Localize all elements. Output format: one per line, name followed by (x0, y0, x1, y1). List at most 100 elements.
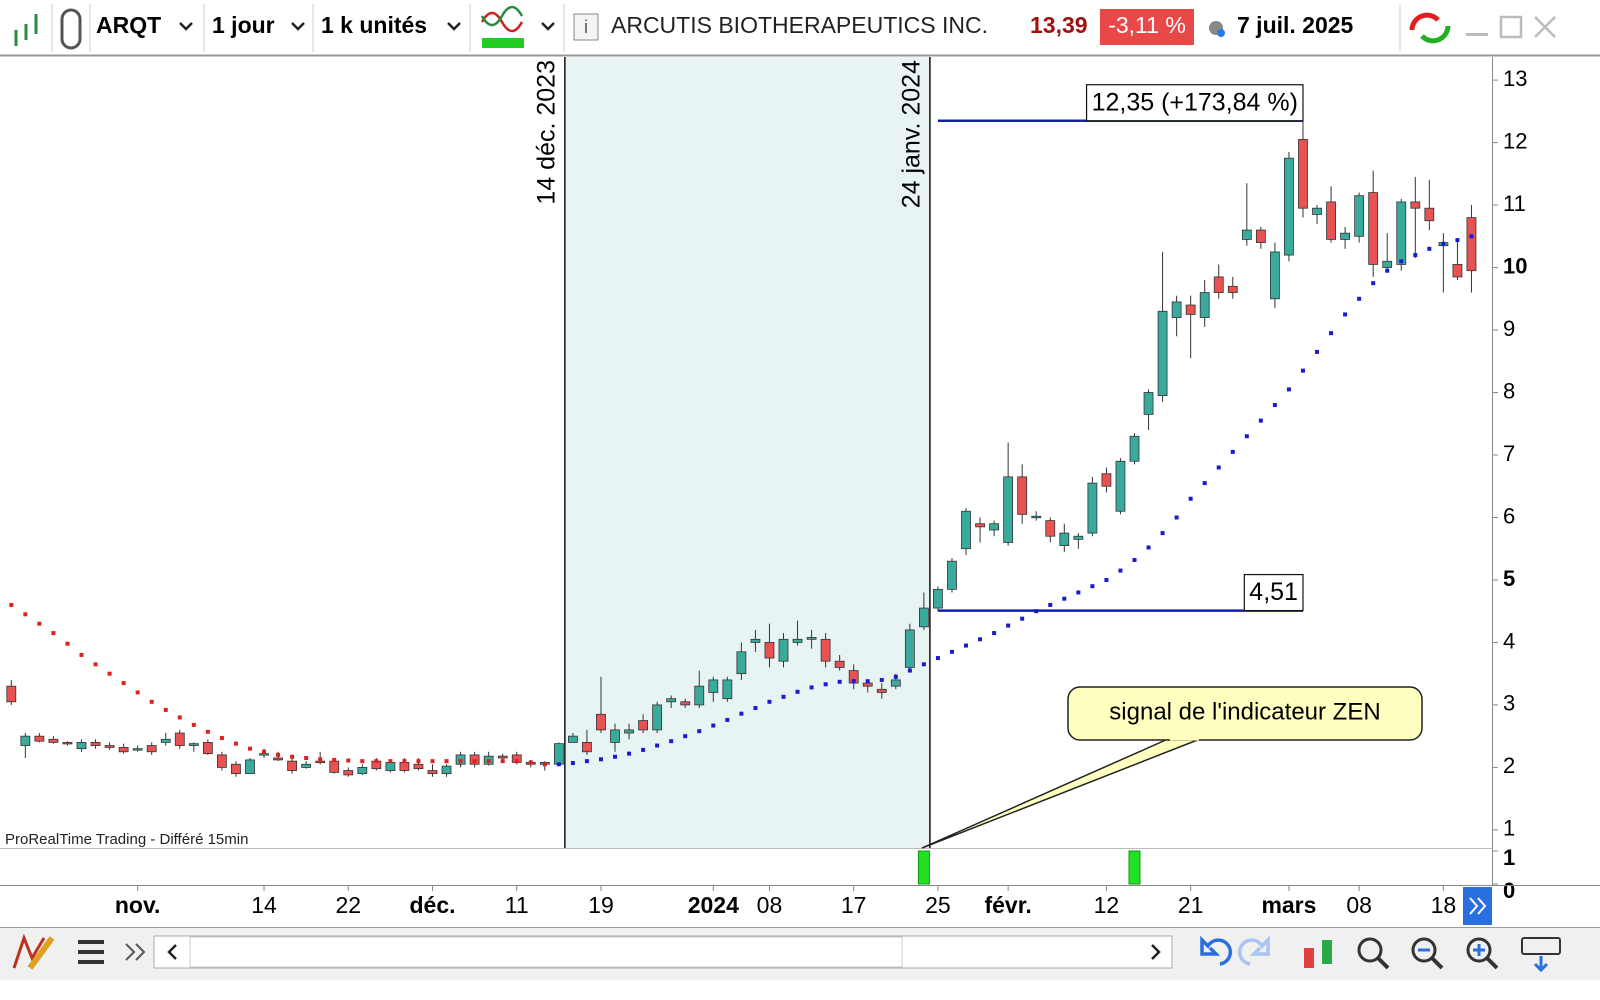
candle-body (259, 753, 269, 756)
info-button[interactable]: i (573, 13, 599, 41)
indicator-dot (1385, 268, 1390, 273)
draw-button[interactable] (12, 933, 55, 970)
candle-body (1312, 207, 1322, 215)
candle-body (34, 735, 45, 742)
candle-body (1340, 232, 1350, 240)
menu-button[interactable] (78, 940, 104, 964)
maximize-button[interactable] (1499, 15, 1523, 39)
dropdown-arrow[interactable] (291, 22, 305, 31)
dropdown-arrow[interactable] (541, 22, 555, 31)
indicator-dot (1118, 568, 1123, 573)
refresh-button[interactable] (1409, 12, 1451, 44)
chart-type-button[interactable] (14, 14, 38, 46)
last-price: 13,39 (1030, 12, 1088, 38)
candle-body (652, 704, 663, 731)
candle-body (764, 642, 775, 659)
indicator-dot (79, 652, 84, 657)
candle-body (933, 588, 943, 609)
scroll-right[interactable] (1151, 944, 1161, 960)
indicator-dot (1244, 434, 1249, 439)
candle-body (806, 637, 817, 640)
candle-body (202, 742, 213, 755)
horizontal-line-label-box (1085, 84, 1304, 122)
vertical-line-label: 14 déc. 2023 (532, 60, 560, 205)
candle-body (62, 742, 73, 745)
indicator-button[interactable] (480, 5, 524, 48)
change-badge (1100, 9, 1194, 45)
y-tick-label: 2 (1503, 753, 1515, 778)
y-tick-label: 4 (1503, 628, 1515, 653)
candle-body (1255, 229, 1266, 243)
horizontal-line-label-box (1243, 573, 1304, 612)
scroll-right-button[interactable] (1463, 887, 1492, 925)
indicator-dot (893, 674, 898, 679)
candle-body (329, 760, 340, 773)
indicator-dot (346, 758, 351, 763)
indicator-dot (556, 762, 561, 767)
candle-body (666, 698, 677, 703)
candle-button[interactable] (1304, 940, 1332, 968)
signal-bar (917, 850, 930, 885)
callout: signal de l'indicateur ZEN (921, 686, 1423, 849)
close-button[interactable] (1534, 16, 1556, 38)
symbol[interactable]: ARQT (96, 12, 161, 38)
candle-body (174, 732, 185, 746)
candle-body (287, 760, 298, 771)
zoom-out-button[interactable] (1411, 937, 1444, 970)
candle-body (1382, 260, 1393, 268)
zoom-fit-button[interactable] (1357, 937, 1390, 970)
indicator-dot (1020, 616, 1025, 621)
redo-button[interactable] (1237, 935, 1270, 966)
indicator-dot (486, 759, 491, 764)
scroll-left[interactable] (167, 944, 177, 960)
indicator-dot (1329, 331, 1334, 336)
indicator-dot (23, 612, 28, 617)
candle-body (132, 748, 143, 751)
undo-button[interactable] (1200, 935, 1233, 966)
period[interactable]: 1 jour (212, 12, 275, 38)
indicator-dot (247, 746, 252, 751)
minimize-button[interactable] (1466, 33, 1488, 36)
link-button[interactable] (60, 8, 82, 50)
candle-body (1326, 201, 1336, 240)
zoom-in-button[interactable] (1466, 937, 1499, 970)
signal-bar (1128, 850, 1141, 885)
y-tick-label: 9 (1503, 316, 1515, 341)
y-tick-label: 5 (1503, 566, 1515, 591)
scroll-thumb[interactable] (189, 936, 903, 968)
indicator-dot (1230, 449, 1235, 454)
indicator-dot (1146, 545, 1151, 550)
y-tick-label: 10 (1503, 253, 1527, 278)
x-tick-label: févr. (984, 892, 1031, 918)
y-tick-label: 1 (1503, 816, 1515, 841)
candle-body (778, 638, 789, 662)
x-tick-label: 2024 (688, 892, 739, 918)
indicator-dot (1174, 515, 1179, 520)
x-tick-label: 11 (505, 892, 529, 918)
expand-button[interactable] (125, 943, 146, 961)
candle-body (736, 651, 747, 675)
candle-body (1396, 201, 1407, 265)
dropdown-arrow[interactable] (447, 22, 461, 31)
indicator-dot (753, 706, 758, 711)
indicator-dot (683, 734, 688, 739)
candle-body (343, 770, 354, 776)
candle-body (1298, 139, 1308, 209)
indicator-dot (205, 729, 210, 734)
indicator-dot (1399, 259, 1404, 264)
indicator-dot (276, 752, 281, 757)
x-tick-label: déc. (409, 892, 455, 918)
candle-body (1270, 251, 1280, 300)
keyboard-button[interactable] (1521, 937, 1561, 973)
units[interactable]: 1 k unités (321, 12, 427, 38)
indicator-dot (107, 671, 112, 676)
indicator-dot (374, 759, 379, 764)
indicator-dot (851, 679, 856, 684)
x-tick-label: 18 (1431, 892, 1457, 918)
indicator-dot (1413, 253, 1418, 258)
indicator-dot (795, 689, 800, 694)
dropdown-arrow[interactable] (179, 22, 193, 31)
candle-body (20, 735, 31, 746)
highlight-region (564, 57, 930, 848)
